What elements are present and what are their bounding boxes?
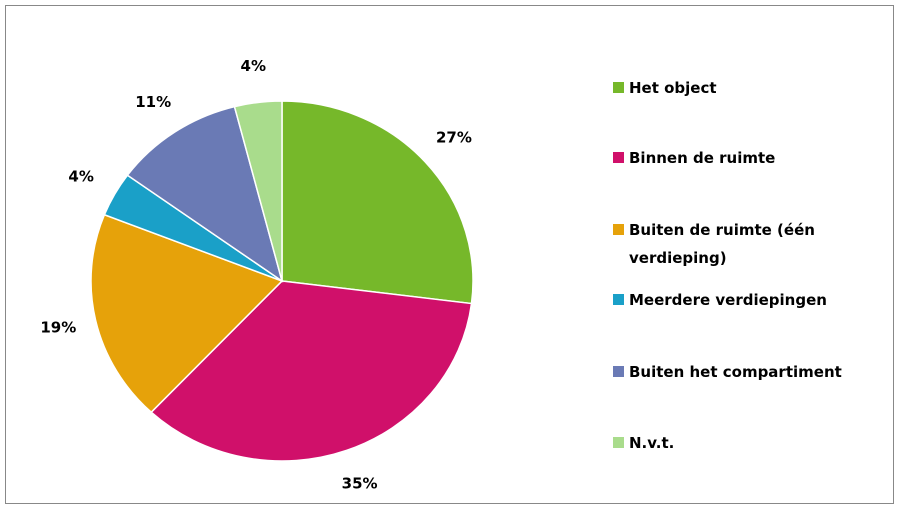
data-label: 19% xyxy=(40,319,76,337)
legend-item: Het object xyxy=(612,74,892,102)
legend-item: Buiten het compartiment xyxy=(612,358,892,386)
legend-swatch xyxy=(612,293,625,306)
data-label: 27% xyxy=(436,129,472,147)
pie-slice xyxy=(281,100,474,305)
legend-swatch xyxy=(612,365,625,378)
legend-item: N.v.t. xyxy=(612,429,892,457)
legend-swatch xyxy=(612,223,625,236)
legend-label: Meerdere verdiepingen xyxy=(629,291,827,309)
pie-slice xyxy=(126,105,284,283)
data-label: 11% xyxy=(135,93,171,111)
data-label: 35% xyxy=(342,475,378,493)
legend-label: Buiten het compartiment xyxy=(629,363,842,381)
legend-label: Het object xyxy=(629,79,717,97)
pie-slice xyxy=(150,280,473,462)
pie-slice xyxy=(90,213,284,414)
data-label: 4% xyxy=(241,57,266,75)
legend-label: Buiten de ruimte (één verdieping) xyxy=(629,221,815,267)
pie-slice xyxy=(233,100,283,282)
legend-label: N.v.t. xyxy=(629,434,675,452)
legend-swatch xyxy=(612,151,625,164)
data-label: 4% xyxy=(68,167,93,185)
legend-swatch xyxy=(612,436,625,449)
legend-swatch xyxy=(612,81,625,94)
legend-item: Buiten de ruimte (één verdieping) xyxy=(612,216,892,272)
legend-item: Binnen de ruimte xyxy=(612,144,892,172)
legend-label: Binnen de ruimte xyxy=(629,149,776,167)
legend-item: Meerdere verdiepingen xyxy=(612,286,892,314)
